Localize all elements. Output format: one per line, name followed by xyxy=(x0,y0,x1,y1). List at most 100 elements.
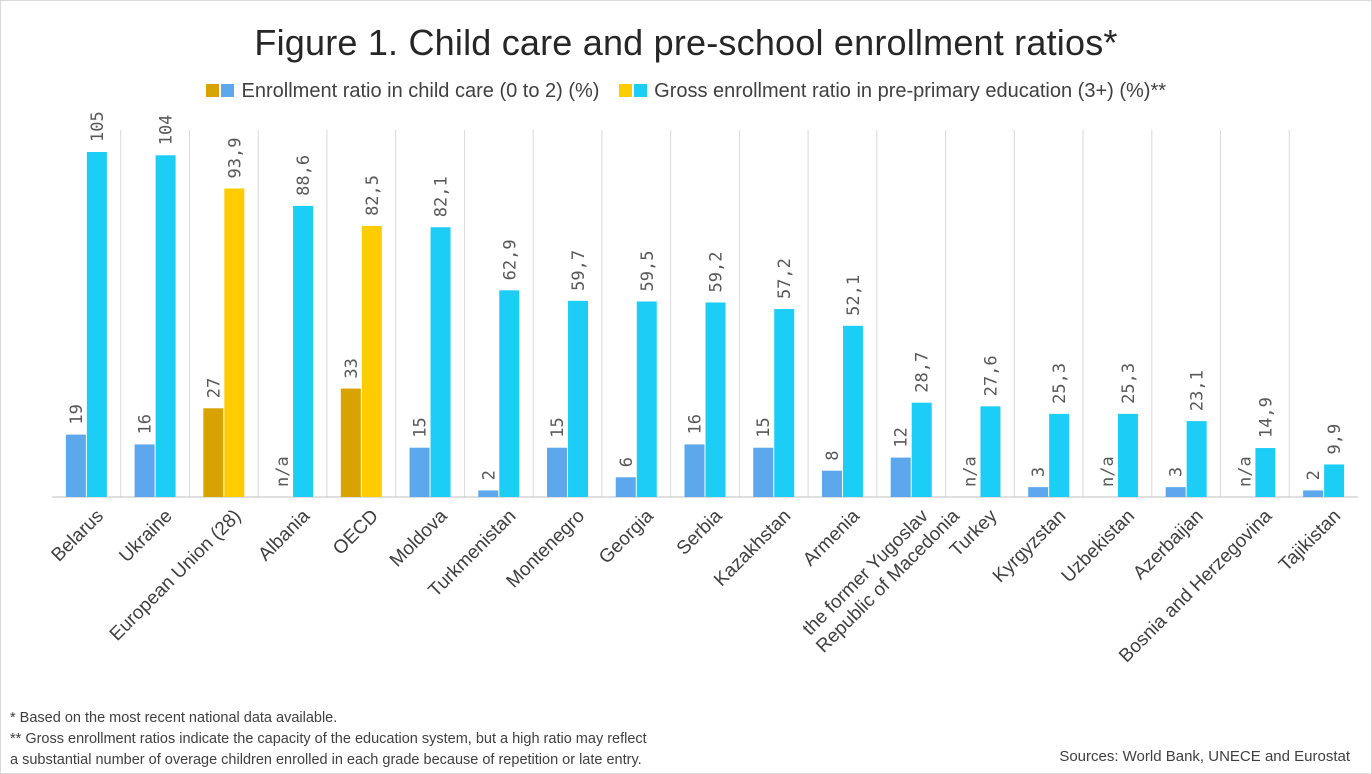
bar-preprimary xyxy=(1049,413,1070,497)
legend-label-childcare: Enrollment ratio in child care (0 to 2) … xyxy=(241,80,600,102)
bar-childcare xyxy=(134,444,155,497)
category-label: Belarus xyxy=(48,506,108,566)
category-label: Serbia xyxy=(673,505,727,559)
data-label-preprimary: 57,2 xyxy=(775,258,795,299)
bar-childcare xyxy=(340,388,361,497)
data-label-childcare: 15 xyxy=(411,417,431,437)
data-label-childcare: 6 xyxy=(617,457,637,467)
bar-preprimary xyxy=(293,205,314,497)
bar-preprimary xyxy=(774,309,795,497)
bar-preprimary xyxy=(842,325,863,497)
data-label-preprimary: 82,1 xyxy=(432,176,452,217)
bar-childcare xyxy=(65,434,86,497)
data-label-childcare: 12 xyxy=(892,427,912,447)
data-label-childcare: n/a xyxy=(1098,456,1118,487)
data-label-preprimary: 82,5 xyxy=(363,175,383,216)
legend-swatch-childcare-highlight xyxy=(205,84,219,97)
bar-preprimary xyxy=(361,225,382,497)
category-label: OECD xyxy=(329,506,383,560)
data-label-preprimary: 23,1 xyxy=(1188,370,1208,411)
bar-preprimary xyxy=(1324,464,1345,497)
bar-preprimary xyxy=(705,302,726,497)
bar-childcare xyxy=(1028,487,1049,497)
data-label-preprimary: 88,6 xyxy=(294,155,314,196)
bar-preprimary xyxy=(911,402,932,497)
bar-preprimary xyxy=(1186,421,1207,497)
category-label: Moldova xyxy=(386,505,452,571)
data-label-preprimary: 105 xyxy=(88,111,108,142)
category-label: Albania xyxy=(254,505,314,565)
data-label-preprimary: 93,9 xyxy=(225,138,245,179)
data-label-childcare: 15 xyxy=(754,417,774,437)
data-label-preprimary: 25,3 xyxy=(1119,363,1139,404)
bar-childcare xyxy=(203,408,224,497)
bar-preprimary xyxy=(980,406,1001,497)
data-label-childcare: 15 xyxy=(548,417,568,437)
bar-preprimary xyxy=(499,290,520,497)
data-label-childcare: 19 xyxy=(67,404,87,424)
data-label-preprimary: 28,7 xyxy=(913,352,933,393)
bar-childcare xyxy=(890,457,911,497)
legend-label-preprimary: Gross enrollment ratio in pre-primary ed… xyxy=(654,80,1167,102)
data-label-preprimary: 25,3 xyxy=(1050,363,1070,404)
category-label: the former YugoslavRepublic of Macedonia xyxy=(797,490,964,657)
bar-childcare xyxy=(1303,490,1324,497)
data-label-childcare: 8 xyxy=(823,450,843,460)
data-label-childcare: 3 xyxy=(1167,467,1187,477)
data-label-preprimary: 14,9 xyxy=(1256,397,1276,438)
data-label-preprimary: 27,6 xyxy=(981,355,1001,396)
data-label-childcare: n/a xyxy=(960,456,980,487)
category-label: Ukraine xyxy=(115,506,176,567)
bar-childcare xyxy=(684,444,705,497)
bar-preprimary xyxy=(1255,448,1276,497)
data-label-childcare: 27 xyxy=(204,378,224,398)
bar-preprimary xyxy=(224,188,245,497)
data-label-childcare: 3 xyxy=(1029,467,1049,477)
legend: Enrollment ratio in child care (0 to 2) … xyxy=(0,80,1372,103)
chart-title: Figure 1. Child care and pre-school enro… xyxy=(254,22,1118,63)
data-label-childcare: 16 xyxy=(686,414,706,434)
footnote-3: a substantial number of overage children… xyxy=(10,752,642,768)
bar-preprimary xyxy=(568,300,589,497)
data-label-preprimary: 59,7 xyxy=(569,250,589,291)
legend-swatch-preprimary xyxy=(633,84,647,97)
data-label-preprimary: 62,9 xyxy=(500,239,520,280)
data-label-childcare: n/a xyxy=(1235,456,1255,487)
data-label-childcare: 2 xyxy=(1304,470,1324,480)
data-label-childcare: 16 xyxy=(136,414,156,434)
bar-preprimary xyxy=(430,227,451,497)
bar-childcare xyxy=(821,470,842,497)
bar-childcare xyxy=(547,447,568,497)
footnotes: * Based on the most recent national data… xyxy=(10,708,830,771)
category-label: European Union (28) xyxy=(106,506,246,646)
legend-swatch-childcare xyxy=(220,84,234,97)
bar-childcare xyxy=(478,490,499,497)
data-label-childcare: n/a xyxy=(273,456,293,487)
data-label-childcare: 2 xyxy=(479,470,499,480)
category-label-line: the former Yugoslav xyxy=(799,505,933,639)
footnote-2: ** Gross enrollment ratios indicate the … xyxy=(10,731,647,747)
bar-childcare xyxy=(753,447,774,497)
bar-childcare xyxy=(409,447,430,497)
category-label: Georgia xyxy=(595,505,658,568)
sources-note: Sources: World Bank, UNECE and Eurostat xyxy=(1059,748,1350,765)
category-label: Armenia xyxy=(799,505,864,570)
legend-swatch-preprimary-highlight xyxy=(618,84,632,97)
category-label: Tajikistan xyxy=(1275,506,1345,576)
data-label-preprimary: 52,1 xyxy=(844,275,864,316)
footnote-1: * Based on the most recent national data… xyxy=(10,710,338,726)
bar-childcare xyxy=(1165,487,1186,497)
bar-preprimary xyxy=(636,301,657,497)
bar-preprimary xyxy=(86,152,107,497)
data-label-preprimary: 9,9 xyxy=(1325,424,1345,455)
data-label-preprimary: 59,2 xyxy=(707,252,727,293)
bar-preprimary xyxy=(1117,413,1138,497)
bar-preprimary xyxy=(155,155,176,498)
category-label: Kyrgyzstan xyxy=(989,506,1070,587)
data-label-preprimary: 104 xyxy=(157,115,177,146)
bar-childcare xyxy=(615,477,636,497)
category-label: Uzbekistan xyxy=(1058,506,1139,587)
data-label-preprimary: 59,5 xyxy=(638,251,658,292)
data-label-childcare: 33 xyxy=(342,358,362,378)
